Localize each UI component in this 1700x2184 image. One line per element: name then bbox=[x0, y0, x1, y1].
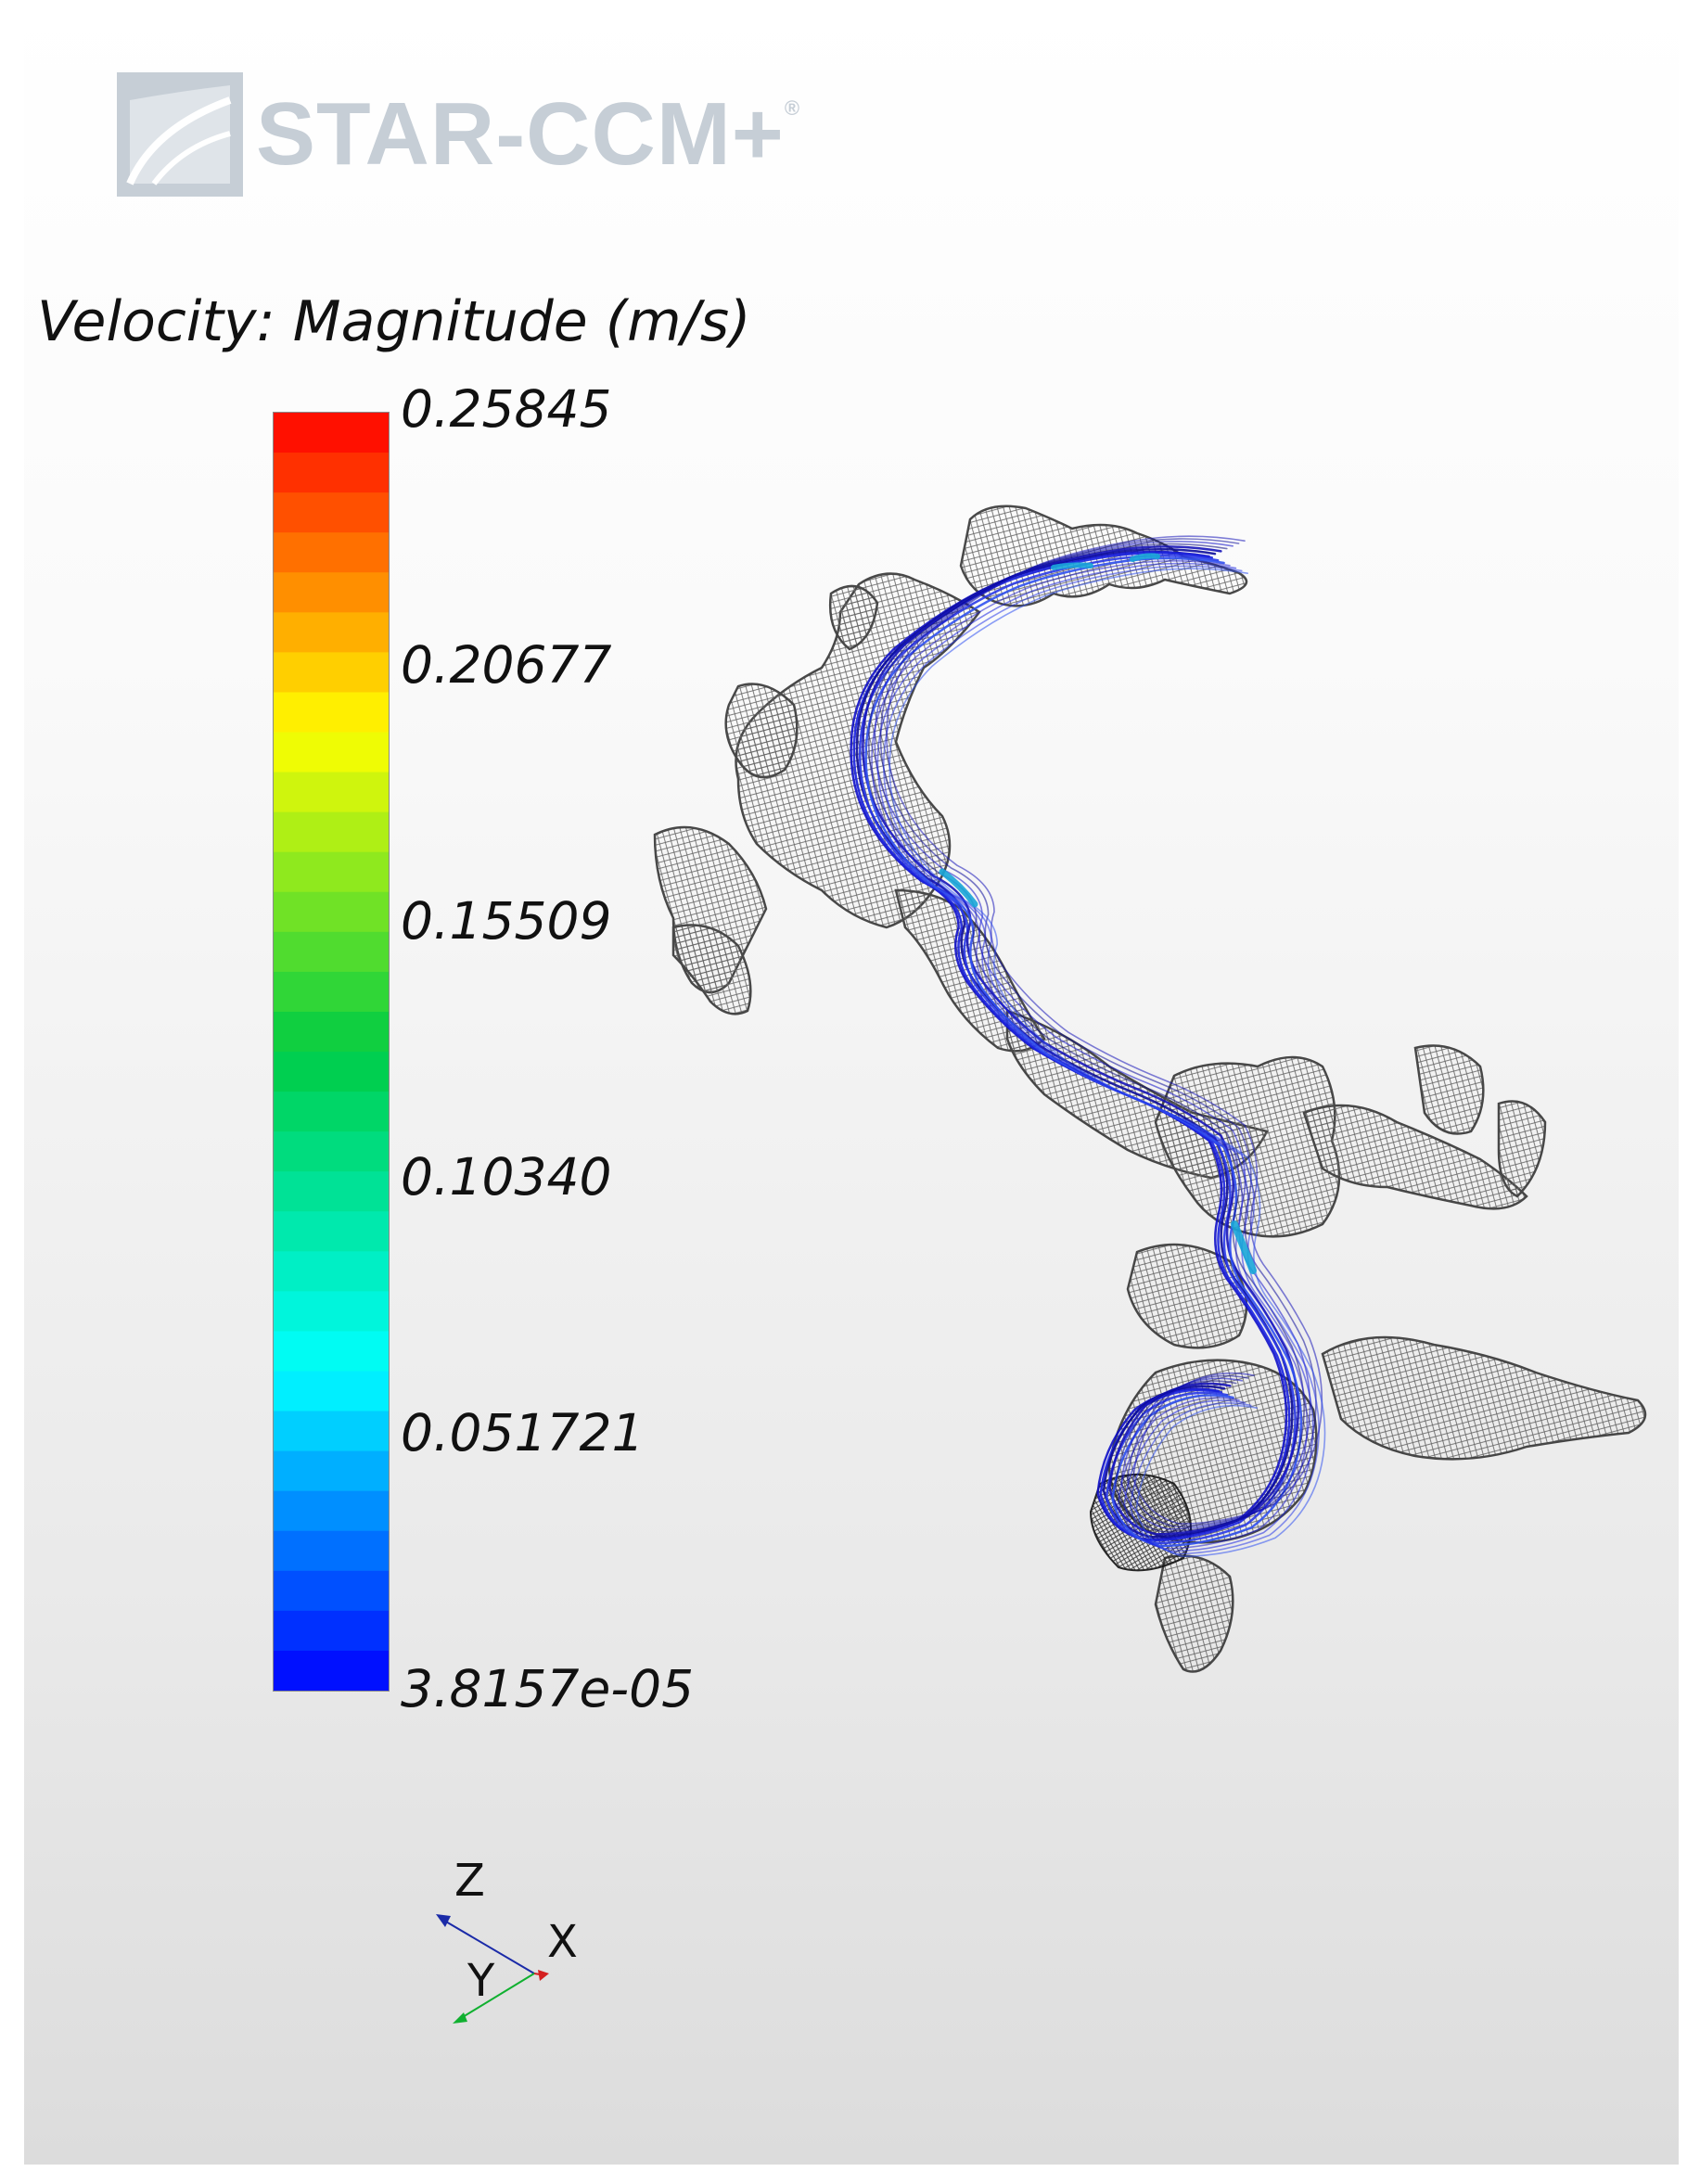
colorbar-band bbox=[274, 891, 389, 933]
streamline bbox=[886, 535, 1323, 1526]
colorbar-band bbox=[274, 1650, 389, 1692]
colorbar-band bbox=[274, 1371, 389, 1412]
colorbar-band bbox=[274, 732, 389, 773]
colorbar-band bbox=[274, 1411, 389, 1452]
streamline bbox=[855, 547, 1294, 1539]
legend-tick-5: 0.051721 bbox=[401, 1403, 645, 1462]
render-viewport[interactable]: STAR-CCM+® Velocity: Magnitude (m/s) 0.2… bbox=[24, 0, 1679, 2165]
legend-tick-min: 3.8157e-05 bbox=[401, 1659, 695, 1718]
x-axis-arrow-icon bbox=[538, 1970, 549, 1981]
colorbar-band bbox=[274, 1092, 389, 1132]
colorbar-band bbox=[274, 453, 389, 493]
pore-network-streamlines[interactable] bbox=[24, 0, 1679, 2165]
colorbar-band bbox=[274, 612, 389, 653]
colorbar-band bbox=[274, 1610, 389, 1652]
legend-tick-4: 0.10340 bbox=[401, 1147, 612, 1207]
streamline bbox=[862, 545, 1299, 1536]
colorbar-band bbox=[274, 492, 389, 533]
colorbar-band bbox=[274, 772, 389, 813]
streamline-throat bbox=[939, 868, 978, 908]
streamline-throat bbox=[1231, 1220, 1257, 1274]
streamline bbox=[874, 541, 1311, 1530]
colorbar-band bbox=[274, 572, 389, 613]
colorbar-band bbox=[274, 1530, 389, 1572]
colorbar-band bbox=[274, 1570, 389, 1612]
y-axis-label: Y bbox=[467, 1955, 495, 2007]
legend-tick-max: 0.25845 bbox=[401, 379, 612, 439]
streamline bbox=[888, 568, 1326, 1558]
colorbar-band bbox=[274, 971, 389, 1013]
streamline bbox=[879, 538, 1317, 1527]
colorbar-band bbox=[274, 532, 389, 573]
logo-text: STAR-CCM+® bbox=[256, 84, 801, 184]
colorbar-band bbox=[274, 811, 389, 853]
z-axis-arrow-icon bbox=[436, 1914, 451, 1927]
colorbar-band bbox=[274, 1131, 389, 1172]
colorbar-band bbox=[274, 1011, 389, 1053]
x-axis-label: X bbox=[547, 1916, 578, 1968]
legend-title: Velocity: Magnitude (m/s) bbox=[37, 289, 751, 354]
y-axis-line bbox=[457, 1973, 535, 2021]
z-axis-line bbox=[439, 1917, 535, 1974]
y-axis-arrow-icon bbox=[453, 2012, 467, 2024]
colorbar-band bbox=[274, 931, 389, 973]
star-ccm-logo-icon bbox=[117, 72, 243, 197]
colorbar-band bbox=[274, 413, 389, 453]
colorbar-band bbox=[274, 1211, 389, 1252]
streamline-throat bbox=[1130, 553, 1160, 562]
colorbar-band bbox=[274, 692, 389, 734]
colorbar-band bbox=[274, 1490, 389, 1532]
colorbar-band bbox=[274, 851, 389, 893]
colorbar-band bbox=[274, 1291, 389, 1333]
colorbar-band bbox=[274, 1171, 389, 1212]
colorbar-band bbox=[274, 1331, 389, 1373]
streamline-throat bbox=[1051, 562, 1093, 570]
colorbar-band bbox=[274, 652, 389, 694]
legend-tick-2: 0.20677 bbox=[401, 635, 612, 695]
orientation-triad: Z X Y bbox=[395, 1855, 618, 2040]
streamlines bbox=[850, 535, 1326, 1558]
colorbar-band bbox=[274, 1052, 389, 1092]
legend-tick-3: 0.15509 bbox=[401, 891, 612, 951]
velocity-colorbar bbox=[273, 412, 390, 1692]
z-axis-label: Z bbox=[454, 1855, 485, 1907]
colorbar-band bbox=[274, 1450, 389, 1492]
star-ccm-logo: STAR-CCM+® bbox=[117, 67, 799, 197]
streamline bbox=[868, 543, 1305, 1533]
colorbar-band bbox=[274, 1251, 389, 1292]
